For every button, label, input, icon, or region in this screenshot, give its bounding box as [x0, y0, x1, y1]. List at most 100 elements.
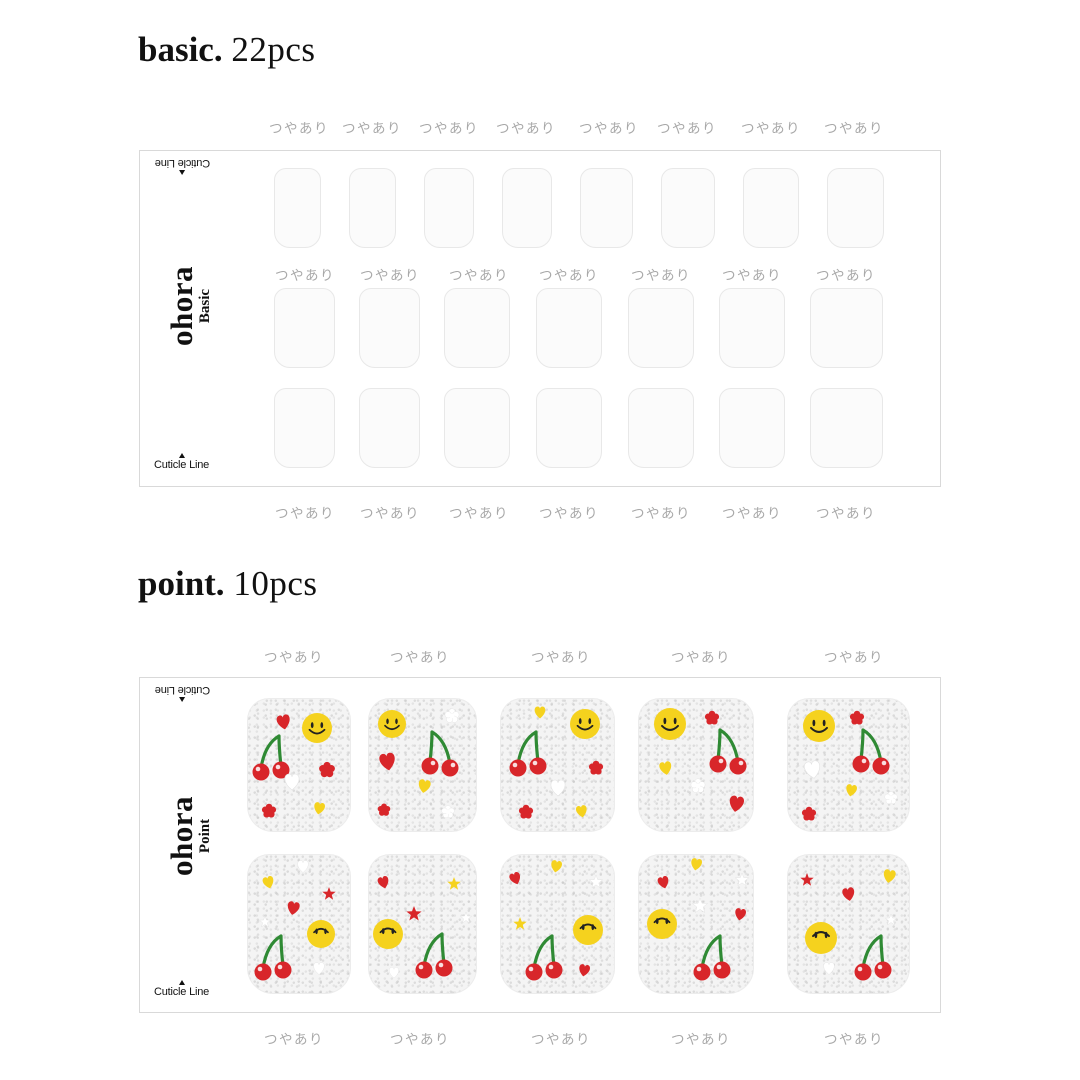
cuticle-line-marker-bottom: Cuticle Line: [154, 453, 209, 471]
flower-icon: [444, 708, 460, 723]
basic-nail-tip: [810, 288, 883, 368]
smiley-face-icon: [803, 710, 835, 742]
cuticle-arrow-icon: [178, 980, 185, 985]
cherry-icon: [709, 728, 747, 775]
basic-nail-tip: [274, 288, 335, 368]
heart-icon: [846, 784, 858, 797]
gloss-label: つやあり: [631, 268, 691, 284]
flower-icon: [518, 804, 534, 819]
gloss-label: つやあり: [360, 268, 420, 284]
basic-nail-tip: [536, 288, 602, 368]
cuticle-arrow-icon: [178, 453, 185, 458]
heart-icon: [313, 962, 325, 975]
gloss-label: つやあり: [531, 1032, 591, 1048]
gloss-label: つやあり: [269, 121, 329, 137]
gloss-label: つやあり: [264, 650, 324, 666]
flower-icon: [441, 805, 455, 818]
brand-block: ohora Basic: [164, 266, 214, 346]
flower-icon: [261, 803, 277, 818]
brand-logo: ohora: [164, 796, 199, 876]
nail-art: [801, 710, 898, 821]
nail-art: [509, 860, 604, 981]
heart-icon: [314, 802, 326, 815]
smiley-face-icon: [302, 713, 332, 743]
heart-icon: [287, 901, 300, 915]
smiley-face-icon: [307, 920, 335, 948]
cuticle-arrow-icon: [179, 170, 186, 175]
basic-nail-tip: [444, 288, 510, 368]
cherry-icon: [693, 934, 731, 981]
gloss-label: つやあり: [722, 268, 782, 284]
flower-icon: [801, 806, 817, 821]
gloss-label: つやあり: [816, 268, 876, 284]
heart-icon: [379, 752, 395, 771]
flower-icon: [377, 803, 391, 816]
point-nail-tip: [247, 698, 351, 832]
brand-logo: ohora: [164, 266, 199, 346]
star-icon: [800, 873, 814, 886]
basic-nail-tip: [719, 288, 785, 368]
flower-icon: [588, 760, 604, 775]
gloss-label: つやあり: [275, 506, 335, 522]
smiley-face-icon: [654, 708, 686, 740]
point-nail-tip: [638, 698, 754, 832]
star-icon: [258, 915, 272, 928]
smiley-face-icon: [373, 919, 403, 949]
cuticle-line-marker-top: Cuticle Line: [155, 684, 210, 702]
point-nail-tip: [787, 854, 910, 994]
heart-icon: [842, 887, 855, 901]
star-icon: [691, 897, 709, 914]
gloss-label: つやあり: [449, 506, 509, 522]
star-icon: [447, 877, 461, 890]
nail-art: [252, 713, 335, 818]
brand-block: ohora Point: [164, 796, 214, 876]
star-icon: [588, 874, 604, 889]
flower-icon: [884, 791, 898, 804]
heart-icon: [262, 876, 274, 889]
cherry-icon: [415, 932, 453, 979]
point-nail-sheet: Cuticle Line ohora Point Cuticle Line: [139, 677, 941, 1013]
nail-art: [800, 869, 898, 981]
flower-icon: [690, 778, 706, 793]
point-title-label: point.: [138, 564, 225, 603]
basic-nail-tip: [359, 388, 420, 468]
basic-nail-tip: [444, 388, 510, 468]
smiley-face-icon: [805, 922, 837, 954]
gloss-label: つやあり: [824, 650, 884, 666]
cherry-icon: [525, 934, 563, 981]
gloss-label: つやあり: [342, 121, 402, 137]
gloss-label: つやあり: [449, 268, 509, 284]
basic-title-label: basic.: [138, 30, 223, 69]
smiley-face-icon: [573, 915, 603, 945]
gloss-label: つやあり: [419, 121, 479, 137]
basic-nail-tip: [628, 288, 694, 368]
basic-section-title: basic. 22pcs: [138, 32, 316, 67]
gloss-label: つやあり: [671, 1032, 731, 1048]
basic-nail-tip: [661, 168, 715, 248]
heart-icon: [534, 706, 546, 719]
cherry-icon: [252, 734, 290, 781]
gloss-label: つやあり: [390, 650, 450, 666]
point-nail-tip: [500, 698, 615, 832]
gloss-label: つやあり: [816, 506, 876, 522]
heart-icon: [297, 860, 309, 873]
basic-nail-tip: [628, 388, 694, 468]
basic-nail-tip: [274, 168, 321, 248]
cherry-icon: [254, 934, 292, 981]
gloss-label: つやあり: [671, 650, 731, 666]
basic-nail-sheet: Cuticle Line ohora Basic Cuticle Line: [139, 150, 941, 487]
cherry-icon: [852, 728, 890, 775]
flower-icon: [849, 710, 865, 725]
basic-nail-tip: [719, 388, 785, 468]
gloss-label: つやあり: [824, 1032, 884, 1048]
smiley-face-icon: [570, 709, 600, 739]
basic-nail-tip: [274, 388, 335, 468]
cuticle-arrow-icon: [179, 697, 186, 702]
heart-icon: [659, 761, 672, 775]
heart-icon: [729, 795, 745, 812]
nail-art: [654, 708, 747, 812]
heart-icon: [418, 779, 431, 793]
cuticle-line-marker-top: Cuticle Line: [155, 157, 210, 175]
gloss-label: つやあり: [531, 650, 591, 666]
heart-icon: [550, 779, 566, 797]
